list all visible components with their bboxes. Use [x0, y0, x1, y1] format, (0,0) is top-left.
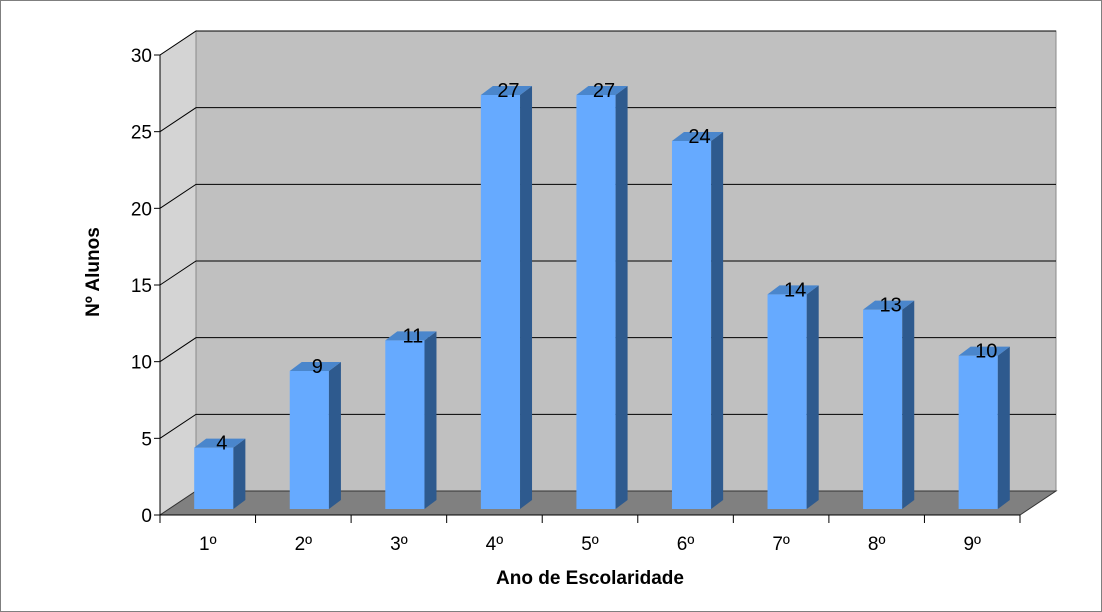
- bar: [767, 285, 819, 509]
- bar: [576, 86, 628, 509]
- bar-side: [520, 86, 533, 509]
- bar-side: [424, 331, 437, 509]
- bar-front: [958, 355, 998, 509]
- bar-top: [194, 438, 246, 448]
- x-tick-label: 1º: [199, 534, 217, 555]
- bar-front: [767, 294, 807, 509]
- y-tick-label: 5: [141, 429, 152, 450]
- bar: [385, 331, 437, 509]
- bar-top: [480, 86, 533, 95]
- x-tick-label: 8º: [868, 534, 886, 555]
- bar: [194, 438, 246, 509]
- bar: [863, 300, 915, 509]
- x-tick-label: 3º: [390, 534, 408, 555]
- grid-line: [159, 30, 1056, 56]
- bar-top: [385, 331, 437, 341]
- data-label: 4: [216, 433, 227, 455]
- y-tick-label: 15: [131, 276, 152, 297]
- bars: [194, 86, 1010, 509]
- bar: [480, 86, 533, 509]
- bar-top: [289, 362, 341, 371]
- data-label: 11: [403, 325, 424, 347]
- y-tick-label: 0: [141, 506, 152, 527]
- data-label: 9: [312, 356, 323, 378]
- bar-front: [385, 340, 425, 509]
- y-tick-label: 25: [131, 123, 152, 144]
- y-tick-label: 30: [131, 46, 152, 67]
- bar-front: [480, 95, 521, 509]
- bar-side: [997, 346, 1010, 509]
- x-tick-label: 4º: [486, 534, 504, 555]
- grid-line: [159, 260, 1056, 286]
- bar-side: [806, 285, 819, 509]
- bar: [958, 346, 1010, 509]
- y-tick-label: 10: [131, 353, 152, 374]
- bar-top: [576, 86, 628, 95]
- x-tick-label: 7º: [772, 534, 790, 555]
- bar-top: [958, 346, 1010, 356]
- axes: [154, 54, 1021, 523]
- tick-labels: 0 5 10 15 20 25 30 1º 2º 3º 4º 5º 6º 7º 8º 9º: [131, 46, 981, 555]
- x-axis-title: Ano de Escolaridade: [496, 568, 684, 589]
- bar-side: [902, 300, 915, 509]
- data-label: 13: [880, 295, 902, 317]
- bar-side: [711, 132, 724, 509]
- data-labels: 4 9 11 27 27 24 14 13 10: [216, 80, 997, 455]
- bar-side: [615, 86, 628, 509]
- grid-line: [159, 107, 1056, 133]
- grid-line: [159, 183, 1056, 209]
- bar-side: [233, 438, 246, 509]
- bar-side: [328, 362, 341, 509]
- x-tick-label: 5º: [581, 534, 599, 555]
- x-tick-label: 2º: [295, 534, 313, 555]
- y-axis-title: Nº Alunos: [83, 227, 104, 317]
- bar-top: [671, 132, 724, 141]
- y-tick-label: 20: [131, 199, 152, 220]
- data-label: 27: [593, 80, 615, 102]
- x-tick-label: 9º: [963, 534, 981, 555]
- bar: [289, 362, 341, 509]
- data-label: 27: [497, 80, 519, 102]
- bar-top: [767, 285, 819, 295]
- bar: [671, 132, 724, 509]
- data-label: 24: [688, 126, 710, 148]
- bar-top: [863, 300, 915, 310]
- bar-front: [671, 141, 712, 509]
- bar-front: [576, 95, 616, 509]
- bar-front: [194, 447, 234, 509]
- data-label: 14: [784, 279, 806, 301]
- bar-front: [863, 309, 903, 509]
- x-tick-label: 6º: [677, 534, 695, 555]
- bar-front: [289, 371, 329, 509]
- data-label: 10: [975, 341, 997, 363]
